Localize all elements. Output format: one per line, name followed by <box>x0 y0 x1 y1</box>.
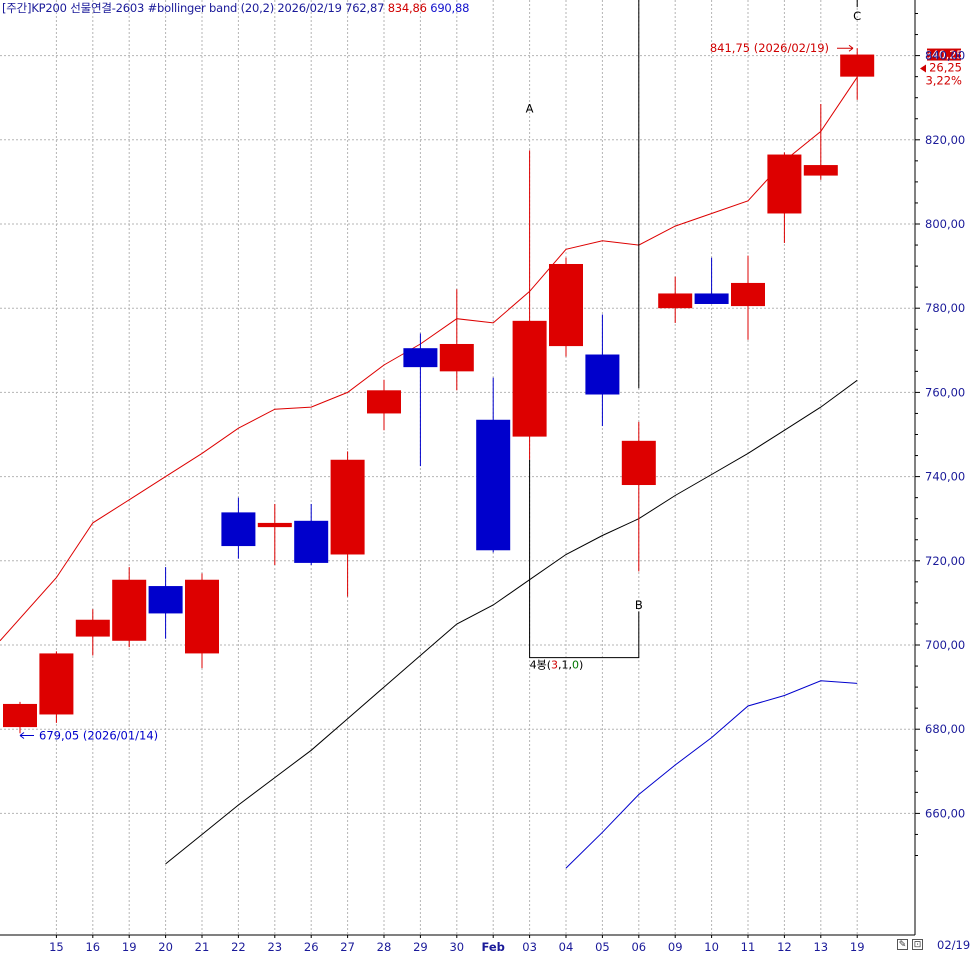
candle-body <box>585 354 620 395</box>
candle-body <box>185 579 219 654</box>
y-tick-label: 800,00 <box>925 217 965 231</box>
label-a: A <box>526 101 534 115</box>
edit-icon[interactable]: ✎ <box>897 939 908 950</box>
bracket-bottom-label: 4봉(3,1,0) <box>530 659 584 672</box>
x-tick-label: 28 <box>377 940 392 953</box>
candle-body <box>257 522 292 528</box>
candle-body <box>75 619 110 637</box>
candle-body <box>476 419 511 551</box>
x-tick-label: 15 <box>49 940 64 953</box>
x-tick-label: 05 <box>595 940 610 953</box>
candle-body <box>694 293 729 304</box>
candle-body <box>767 154 802 214</box>
x-tick-label: 13 <box>813 940 828 953</box>
y-tick-label: 820,00 <box>925 133 965 147</box>
candle-body <box>731 282 765 307</box>
candle-body <box>148 586 183 614</box>
candle-body <box>621 440 656 486</box>
bollinger-bands <box>0 76 858 869</box>
candle-body <box>221 512 256 547</box>
last-price-box <box>927 48 961 61</box>
y-tick-label: 740,00 <box>925 470 965 484</box>
x-tick-label: 03 <box>522 940 537 953</box>
x-tick-label: 09 <box>668 940 683 953</box>
label-b: B <box>635 598 643 612</box>
candle-body <box>549 263 583 347</box>
x-tick-label: 21 <box>195 940 210 953</box>
bracket-top <box>638 0 858 389</box>
x-tick-label: 06 <box>631 940 646 953</box>
x-tick-label: 20 <box>158 940 173 953</box>
upper-band-value: 834,86 <box>387 1 427 15</box>
low-arrow <box>19 732 34 739</box>
price-change-label: 26,25 <box>929 61 962 75</box>
chart-header: [주간]KP200 선물연결-2603 #bollinger band (20,… <box>2 0 469 16</box>
candle-body <box>367 390 401 414</box>
y-tick-label: 660,00 <box>925 806 965 820</box>
footer-date: 02/19 <box>937 938 971 952</box>
candle-body <box>403 348 438 368</box>
candle-body <box>3 703 37 728</box>
label-c: C <box>853 9 861 23</box>
lower-band-value: 690,88 <box>430 1 470 15</box>
candle-body <box>840 54 875 77</box>
y-tick-label: 780,00 <box>925 301 965 315</box>
x-tick-label: 27 <box>340 940 355 953</box>
x-tick-label: Feb <box>481 940 504 953</box>
low-price-label: 679,05 (2026/01/14) <box>39 729 158 743</box>
grid-lines <box>0 0 915 935</box>
price-pct-label: 3,22% <box>925 74 962 88</box>
band-lower <box>565 680 858 869</box>
y-tick-label: 720,00 <box>925 554 965 568</box>
candle-body <box>439 343 474 372</box>
last-price-label: 840,25 <box>925 49 964 62</box>
up-triangle-icon <box>920 64 926 73</box>
candle-body <box>39 653 74 715</box>
candle-body <box>294 520 329 563</box>
x-tick-label: 19 <box>850 940 865 953</box>
x-tick-label: 26 <box>304 940 319 953</box>
candle-body <box>512 320 547 437</box>
header-prefix: [주간]KP200 선물연결-2603 #bollinger band (20,… <box>2 1 385 15</box>
control-icon[interactable]: ⊡ <box>912 939 923 950</box>
high-price-label: 841,75 (2026/02/19) <box>710 41 829 55</box>
x-tick-label: 23 <box>267 940 282 953</box>
candle-body <box>112 579 147 641</box>
x-tick-label: 16 <box>85 940 100 953</box>
y-tick-label: 700,00 <box>925 638 965 652</box>
high-arrow <box>837 44 854 52</box>
x-tick-label: 22 <box>231 940 246 953</box>
bracket-bottom <box>529 459 640 659</box>
y-tick-label: 840,00 <box>925 49 965 63</box>
candles <box>3 48 875 734</box>
x-tick-label: 29 <box>413 940 428 953</box>
x-tick-label: 19 <box>122 940 137 953</box>
x-tick-label: 12 <box>777 940 792 953</box>
band-mid <box>165 379 858 865</box>
candle-body <box>803 165 838 176</box>
candle-body <box>330 459 365 555</box>
y-tick-label: 680,00 <box>925 722 965 736</box>
x-tick-label: 10 <box>704 940 719 953</box>
y-tick-label: 760,00 <box>925 385 965 399</box>
candle-body <box>658 293 693 309</box>
x-tick-label: 30 <box>449 940 464 953</box>
x-tick-label: 04 <box>559 940 574 953</box>
band-upper <box>0 76 858 642</box>
x-tick-label: 11 <box>741 940 756 953</box>
